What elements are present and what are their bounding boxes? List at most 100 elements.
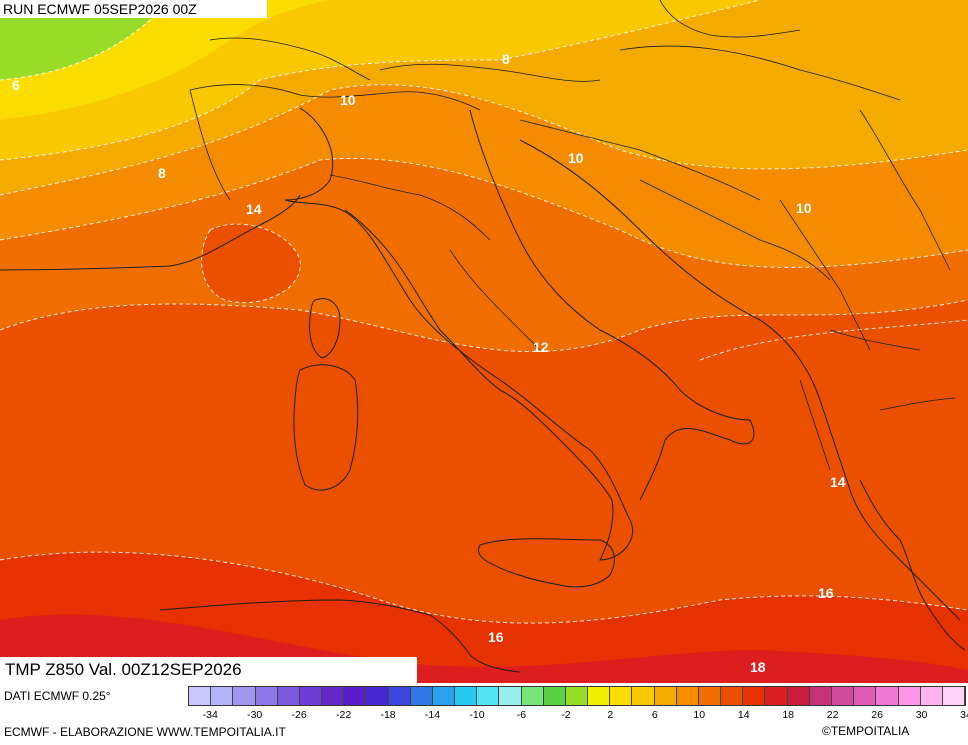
color-swatch [565, 687, 589, 705]
color-swatch [809, 687, 832, 705]
color-swatch [588, 687, 611, 705]
color-swatch [299, 687, 323, 705]
contour-label: 10 [568, 150, 584, 166]
copyright-label: ©TEMPOITALIA [822, 724, 910, 738]
contour-label: 16 [818, 585, 834, 601]
color-scale-tick: 30 [915, 709, 928, 721]
color-swatch [455, 687, 478, 705]
color-swatch [876, 687, 899, 705]
contour-label: 16 [488, 629, 504, 645]
color-swatch [432, 687, 456, 705]
color-swatch [787, 687, 810, 705]
color-scale-tick: -6 [516, 709, 527, 721]
coastline-france [0, 194, 301, 271]
border-bosnia [639, 179, 831, 281]
color-scale-tick: 6 [651, 709, 658, 721]
temperature-map: 6 8 10 8 10 14 10 12 14 16 16 18 [0, 0, 968, 683]
border-austria [379, 63, 601, 82]
coastline-balkans [519, 139, 961, 621]
footer: DATI ECMWF 0.25° -34 -30 -26 -22 -18 -14 -10 -6… [0, 683, 968, 745]
coastline-sardinia [293, 364, 359, 491]
contour-label: 10 [796, 200, 812, 216]
contour-label: 8 [502, 51, 510, 67]
color-scale-tick: 10 [693, 709, 706, 721]
color-swatch [322, 687, 345, 705]
color-swatch [366, 687, 389, 705]
color-scale-tick: -34 [202, 709, 218, 721]
color-swatch [831, 687, 855, 705]
contour-label: 18 [750, 659, 766, 675]
color-swatch [277, 687, 300, 705]
coastline-greece [859, 479, 966, 651]
color-swatch [942, 687, 966, 705]
color-swatch [920, 687, 943, 705]
color-swatch [211, 687, 234, 705]
border-slovenia-croatia [519, 119, 761, 201]
color-scale-tick: -14 [424, 709, 441, 721]
border-italy-regions [329, 174, 491, 241]
color-swatch [233, 687, 256, 705]
border-albania [799, 379, 831, 471]
border-greece-bulgaria [879, 397, 956, 411]
coastline-italy [284, 107, 634, 561]
border-switzerland [209, 37, 371, 81]
color-scale-tick: -18 [380, 709, 396, 721]
border-france-east [189, 89, 231, 201]
color-scale-tick: -26 [291, 709, 307, 721]
color-scale-bar [188, 686, 966, 706]
coastline-africa [159, 599, 521, 673]
coastlines [0, 107, 966, 673]
field-warm-pocket-east [700, 320, 968, 683]
color-scale-tick: -10 [469, 709, 485, 721]
color-scale-tick: 18 [782, 709, 794, 721]
border-italy-central [449, 249, 541, 351]
run-label: RUN ECMWF 05SEP2026 00Z [0, 0, 267, 18]
color-swatch [499, 687, 522, 705]
contour-label: 10 [340, 92, 356, 108]
coastline-corsica [309, 298, 341, 359]
color-swatch [543, 687, 566, 705]
border-romania [859, 109, 951, 271]
color-swatch [477, 687, 500, 705]
color-scale-tick: -2 [561, 709, 571, 721]
color-scale-tick: -22 [336, 709, 352, 721]
isotherm-lines [0, 0, 968, 624]
variable-label: TMP Z850 Val. 00Z12SEP2026 [0, 657, 417, 683]
color-swatch [610, 687, 633, 705]
field-band-6 [0, 0, 170, 80]
contour-label: 8 [158, 165, 166, 181]
color-swatch [344, 687, 367, 705]
border-macedonia [829, 329, 921, 351]
color-swatch [189, 687, 212, 705]
color-scale-tick: 2 [607, 709, 614, 721]
color-scale-tick: 26 [871, 709, 883, 721]
color-scale-tick: 22 [826, 709, 839, 721]
border-alps [189, 84, 481, 111]
color-scale-tick: 34 [960, 709, 968, 721]
color-swatch [765, 687, 788, 705]
credit-label: ECMWF - ELABORAZIONE WWW.TEMPOITALIA.IT [4, 725, 286, 739]
color-scale-tick: 14 [737, 709, 750, 721]
color-scale-ticks: -34 -30 -26 -22 -18 -14 -10 -6 -2 2 6 10 14 18 22 26 30 3… [188, 709, 968, 723]
color-scale-tick: -30 [247, 709, 263, 721]
color-swatch [721, 687, 744, 705]
contour-label: 12 [533, 339, 549, 355]
coastline-italy-east [469, 109, 755, 501]
color-swatch [255, 687, 278, 705]
color-swatch [521, 687, 544, 705]
contour-label: 6 [12, 77, 20, 93]
color-swatch [676, 687, 699, 705]
data-source-label: DATI ECMWF 0.25° [4, 689, 111, 703]
color-swatch [898, 687, 921, 705]
color-swatch [410, 687, 433, 705]
coastline-sicily [477, 538, 615, 588]
color-swatch [388, 687, 411, 705]
color-swatch [698, 687, 722, 705]
color-swatch [743, 687, 766, 705]
contour-label: 14 [830, 474, 846, 490]
color-swatch [632, 687, 655, 705]
border-slovakia [659, 0, 801, 38]
color-swatch [854, 687, 877, 705]
border-hungary [619, 45, 901, 101]
country-borders [189, 0, 956, 471]
